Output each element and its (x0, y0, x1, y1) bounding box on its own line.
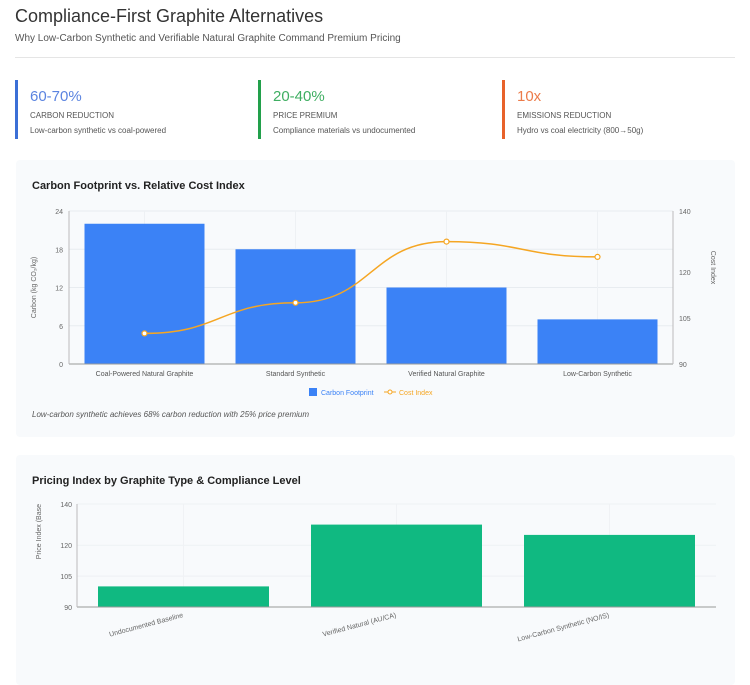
y-tick-label: 18 (55, 247, 63, 254)
stat-label: Carbon Reduction (30, 111, 115, 120)
page-title: Compliance-First Graphite Alternatives (15, 6, 324, 26)
bar-price-index (311, 524, 482, 607)
chart-note: Low-carbon synthetic achieves 68% carbon… (32, 410, 310, 419)
cost-index-point (594, 253, 601, 261)
carbon-cost-chart: 0 6 12 18 24 90 105 120 140 Coal-Powered Natural … (31, 209, 716, 397)
stat-price-premium: 20-40% Price Premium Compliance material… (258, 80, 415, 139)
stat-description: Hydro vs coal electricity (800→50g) (517, 126, 644, 135)
y-tick-label: 90 (64, 605, 72, 612)
x-tick-label: Low-Carbon Synthetic (563, 371, 632, 378)
y-tick-label: 12 (55, 286, 63, 293)
stat-carbon-reduction: 60-70% Carbon Reduction Low-carbon synth… (15, 80, 166, 139)
legend-marker-cost (387, 389, 393, 395)
bar-price-index (98, 586, 269, 607)
bar-carbon-footprint (386, 287, 507, 364)
pricing-chart-card: Pricing Index by Graphite Type & Complia… (16, 455, 735, 685)
y-tick-label: 140 (60, 502, 72, 509)
stat-value: 60-70% (30, 88, 82, 105)
chart-title: Carbon Footprint vs. Relative Cost Index (32, 180, 245, 192)
x-tick-label: Low-Carbon Synthetic (NO/IS) (517, 612, 610, 643)
pricing-chart: 90 105 120 140 Undocumented Baseline Verified… (36, 502, 716, 643)
stat-value: 20-40% (273, 88, 325, 105)
chart-title: Pricing Index by Graphite Type & Complia… (32, 475, 301, 487)
y-axis-label: Price Index (Base (36, 504, 43, 559)
stat-emissions-reduction: 10x Emissions Reduction Hydro vs coal el… (502, 80, 643, 139)
legend-label-cost: Cost Index (399, 390, 433, 397)
x-tick-label: Coal-Powered Natural Graphite (96, 371, 194, 378)
y-tick-label: 105 (60, 574, 72, 581)
y-tick-label: 6 (59, 324, 63, 331)
y-tick-label: 120 (60, 543, 72, 550)
x-tick-label: Verified Natural Graphite (408, 371, 485, 378)
cost-index-point (443, 238, 450, 245)
stat-label: Emissions Reduction (517, 111, 612, 120)
y2-tick-label: 120 (679, 270, 691, 277)
y-tick-label: 0 (59, 362, 63, 369)
cost-index-point (141, 330, 148, 337)
y-axis-label: Carbon (kg CO₂/kg) (31, 257, 38, 318)
y2-tick-label: 105 (679, 316, 691, 323)
stat-value: 10x (517, 88, 542, 105)
bar-carbon-footprint (84, 223, 205, 364)
y-tick-label: 24 (55, 209, 63, 216)
legend-swatch-carbon (309, 388, 317, 396)
bar-price-index (524, 534, 695, 607)
y2-axis-label: Cost Index (709, 251, 716, 285)
y2-tick-label: 90 (679, 362, 687, 369)
cost-index-line (144, 240, 598, 335)
stat-description: Low-carbon synthetic vs coal-powered (30, 126, 167, 135)
page-subtitle: Why Low-Carbon Synthetic and Verifiable … (15, 33, 401, 44)
x-tick-label: Standard Synthetic (266, 371, 326, 378)
stat-description: Compliance materials vs undocumented (273, 126, 416, 135)
legend-label-carbon: Carbon Footprint (321, 390, 374, 397)
x-tick-label: Verified Natural (AU/CA) (322, 612, 397, 638)
divider (15, 57, 735, 58)
carbon-cost-chart-card: Carbon Footprint vs. Relative Cost Index… (16, 160, 735, 437)
stat-label: Price Premium (273, 111, 338, 120)
y2-tick-label: 140 (679, 209, 691, 216)
x-tick-label: Undocumented Baseline (109, 612, 185, 639)
cost-index-point (292, 299, 299, 306)
bar-carbon-footprint (537, 319, 658, 364)
